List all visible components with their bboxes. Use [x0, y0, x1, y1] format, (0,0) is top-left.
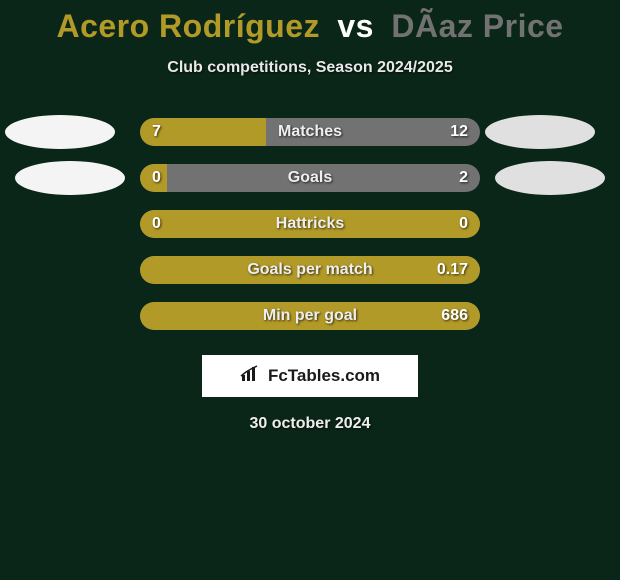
stat-bar: Min per goal 686	[140, 302, 480, 330]
stat-value-left: 7	[152, 123, 161, 141]
comparison-title: Acero Rodríguez vs DÃ­az Price	[0, 8, 620, 45]
stat-value-left: 0	[152, 169, 161, 187]
logo-text: FcTables.com	[268, 366, 380, 386]
stat-value-right: 2	[459, 169, 468, 187]
stat-label: Goals	[288, 169, 332, 187]
stat-row: Min per goal 686	[0, 293, 620, 339]
stat-value-left: 0	[152, 215, 161, 233]
stat-label: Min per goal	[263, 307, 357, 325]
stat-bar: 0 Goals 2	[140, 164, 480, 192]
fctables-logo[interactable]: FcTables.com	[202, 355, 418, 397]
date-text: 30 october 2024	[0, 415, 620, 433]
stat-row: 0 Goals 2	[0, 155, 620, 201]
stat-row: 0 Hattricks 0	[0, 201, 620, 247]
stat-value-right: 0.17	[437, 261, 468, 279]
stat-bar: 0 Hattricks 0	[140, 210, 480, 238]
stat-row: 7 Matches 12	[0, 109, 620, 155]
stat-label: Matches	[278, 123, 342, 141]
stat-value-right: 12	[450, 123, 468, 141]
player1-blob	[5, 115, 115, 149]
player2-blob	[495, 161, 605, 195]
player2-blob	[485, 115, 595, 149]
stat-bar: 7 Matches 12	[140, 118, 480, 146]
stat-value-right: 0	[459, 215, 468, 233]
stat-bar: Goals per match 0.17	[140, 256, 480, 284]
player2-name: DÃ­az Price	[391, 8, 563, 44]
vs-text: vs	[337, 8, 374, 44]
stat-label: Hattricks	[276, 215, 344, 233]
stats-block: 7 Matches 12 0 Goals 2 0 Hattricks 0 Goals per ma…	[0, 109, 620, 339]
stat-row: Goals per match 0.17	[0, 247, 620, 293]
bar-chart-icon	[240, 365, 262, 388]
player1-blob	[15, 161, 125, 195]
stat-value-right: 686	[441, 307, 468, 325]
stat-label: Goals per match	[247, 261, 372, 279]
player1-name: Acero Rodríguez	[56, 8, 320, 44]
subtitle: Club competitions, Season 2024/2025	[0, 59, 620, 77]
